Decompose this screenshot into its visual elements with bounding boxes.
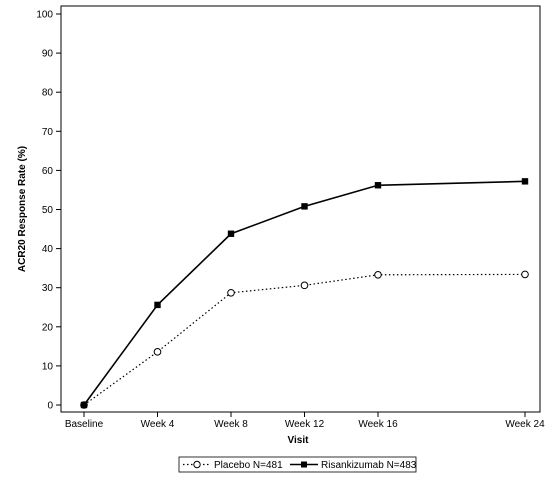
x-tick-label: Week 4 — [141, 419, 175, 430]
y-tick-label: 90 — [42, 49, 54, 60]
data-point-risankizumab — [301, 203, 308, 210]
series-line-risankizumab — [83, 180, 526, 406]
data-point-placebo — [521, 270, 529, 279]
data-point-risankizumab — [521, 178, 529, 185]
x-tick-label: Week 8 — [214, 419, 248, 430]
x-tick-label: Week 16 — [358, 419, 398, 430]
data-point-placebo — [300, 281, 309, 290]
data-point-placebo — [374, 270, 382, 279]
x-tick-label: Week 24 — [505, 419, 545, 430]
y-tick-label: 70 — [42, 127, 54, 138]
legend-placebo-label: Placebo N=481 — [214, 460, 283, 471]
x-axis-title: Visit — [288, 435, 310, 446]
y-tick-label: 20 — [42, 322, 54, 333]
legend-placebo-marker — [193, 460, 201, 469]
y-tick-label: 10 — [42, 361, 54, 372]
y-tick-label: 80 — [42, 88, 54, 99]
data-point-risankizumab — [154, 301, 161, 309]
series-layer — [80, 178, 529, 409]
y-tick-label: 40 — [42, 244, 54, 255]
legend: Placebo N=481 Risankizumab N=483 — [178, 456, 417, 473]
y-tick-label: 0 — [47, 401, 53, 412]
y-tick-label: 30 — [42, 283, 54, 294]
plot-frame — [60, 5, 541, 413]
x-axis: Baseline Week 4 Week 8 Week 12 Week 16 Week 2… — [65, 412, 545, 430]
data-point-risankizumab — [374, 182, 382, 189]
data-point-risankizumab — [80, 401, 88, 409]
y-axis-title: ACR20 Response Rate (%) — [17, 146, 28, 272]
legend-risankizumab-marker — [301, 461, 307, 468]
legend-risankizumab-label: Risankizumab N=483 — [321, 460, 417, 471]
data-point-risankizumab — [227, 230, 235, 237]
data-point-placebo — [153, 348, 162, 356]
x-tick-label: Baseline — [65, 419, 104, 430]
y-axis: 0 10 20 30 40 50 60 70 80 90 100 — [36, 10, 61, 412]
x-tick-label: Week 12 — [285, 419, 325, 430]
y-tick-label: 50 — [42, 205, 54, 216]
data-point-placebo — [227, 288, 235, 297]
y-tick-label: 100 — [36, 10, 53, 21]
y-tick-label: 60 — [42, 166, 54, 177]
